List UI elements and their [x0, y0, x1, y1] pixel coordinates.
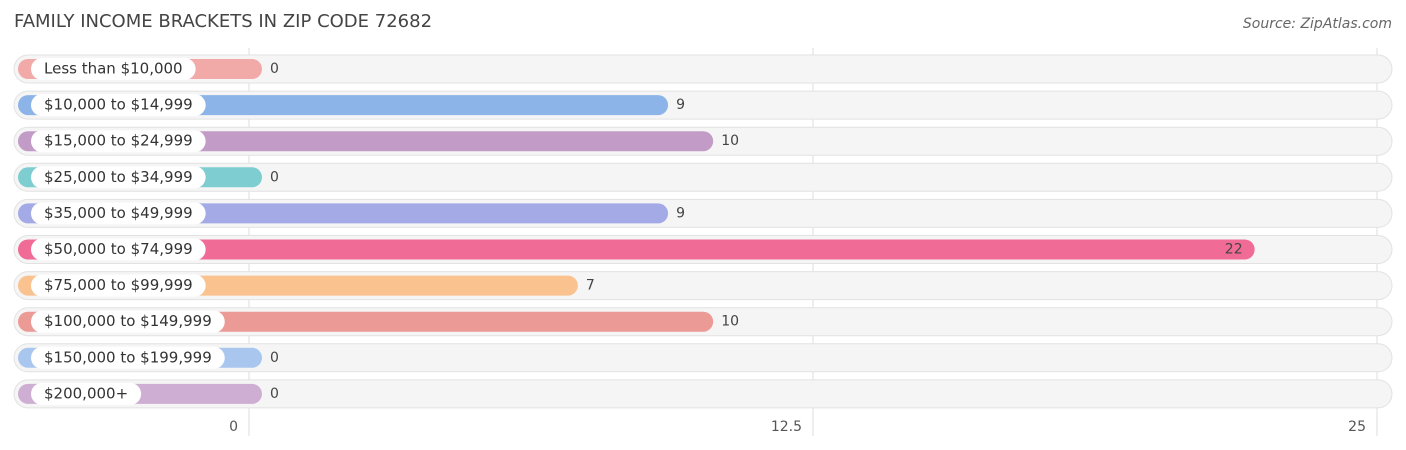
value-label: 0 — [270, 386, 279, 402]
chart-title: FAMILY INCOME BRACKETS IN ZIP CODE 72682 — [14, 11, 432, 32]
category-label: $200,000+ — [44, 384, 128, 402]
row-background — [13, 162, 1393, 192]
value-label: 9 — [676, 97, 685, 113]
source: Source: ZipAtlas.com — [1243, 16, 1392, 32]
category-label: $35,000 to $49,999 — [44, 204, 193, 222]
row-background — [13, 54, 1393, 84]
category-pill — [31, 130, 206, 153]
category-label: $50,000 to $74,999 — [44, 240, 193, 258]
category-pill — [31, 382, 142, 405]
category-pill — [31, 58, 196, 80]
category-pill — [31, 346, 225, 369]
value-label: 10 — [721, 314, 739, 330]
x-tick-label: 0 — [229, 419, 238, 435]
category-label: $10,000 to $14,999 — [44, 96, 193, 114]
category-pill — [31, 274, 206, 297]
value-label: 7 — [586, 278, 595, 294]
category-label: $100,000 to $149,999 — [44, 312, 212, 330]
value-label: 0 — [270, 350, 279, 366]
value-label: 10 — [721, 133, 739, 149]
category-pill — [31, 202, 206, 225]
category-pill — [31, 94, 206, 117]
value-label: 22 — [1225, 242, 1243, 258]
category-label: Less than $10,000 — [44, 60, 183, 78]
rows: Less than $10,000 0 $10,000 to $14,999 9 $15… — [13, 54, 1393, 409]
x-tick-label: 12.5 — [771, 419, 802, 435]
category-label: $75,000 to $99,999 — [44, 276, 193, 294]
value-label: 0 — [270, 61, 279, 77]
category-label: $150,000 to $199,999 — [44, 348, 212, 366]
category-pill — [31, 238, 206, 261]
x-tick-label: 25 — [1348, 419, 1366, 435]
row-background — [13, 379, 1393, 409]
category-pill — [31, 310, 225, 333]
category-pill — [31, 166, 206, 189]
value-label: 0 — [270, 169, 279, 185]
bar — [18, 239, 1255, 260]
category-label: $25,000 to $34,999 — [44, 168, 193, 186]
category-label: $15,000 to $24,999 — [44, 132, 193, 150]
row-background — [13, 343, 1393, 373]
value-label: 9 — [676, 205, 685, 221]
